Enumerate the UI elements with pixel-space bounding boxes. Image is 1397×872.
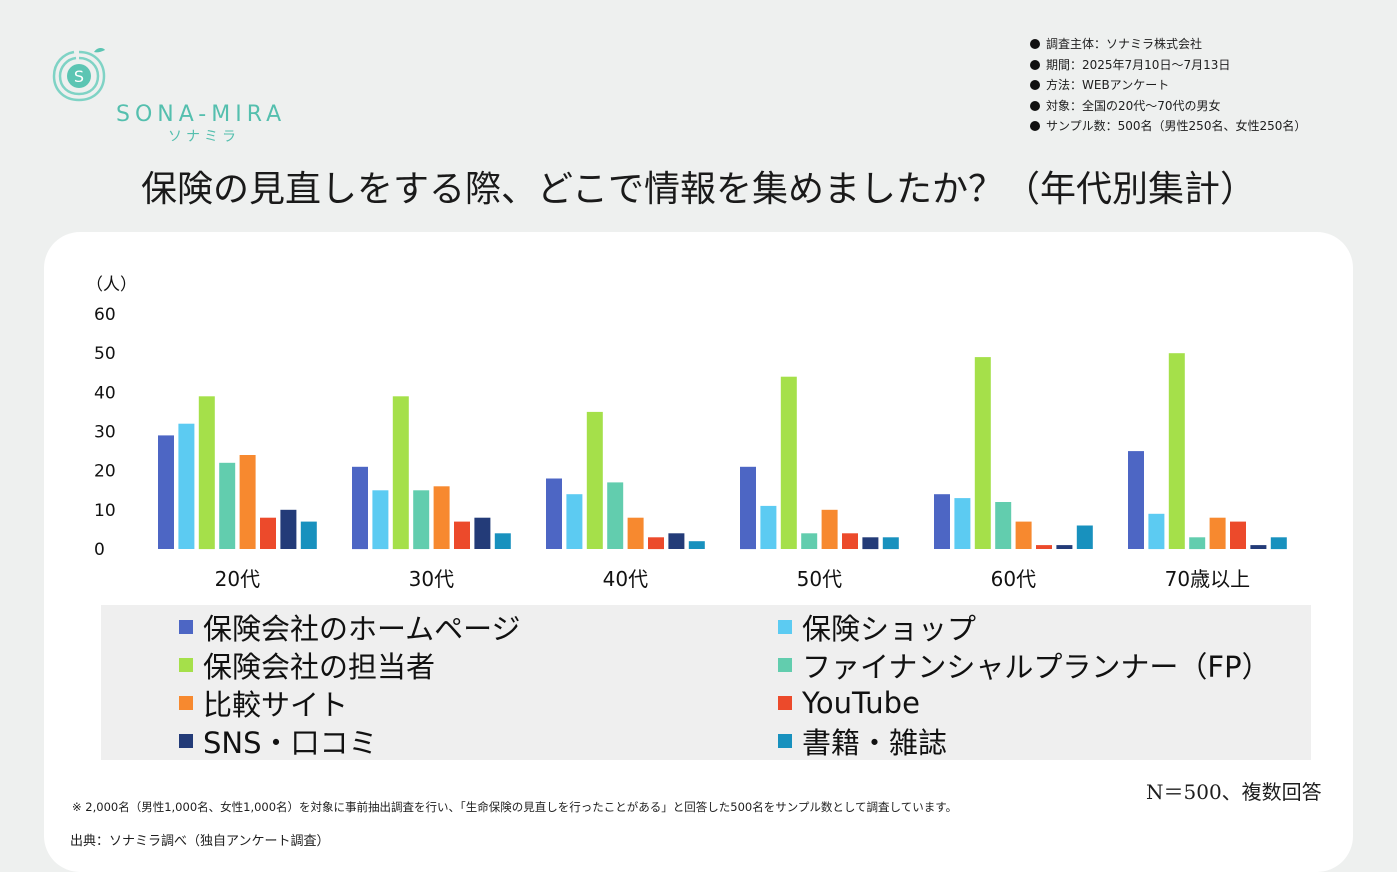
legend-label: SNS・口コミ bbox=[203, 726, 378, 760]
legend-item: 保険会社のホームページ bbox=[179, 609, 521, 646]
survey-info-list: 調査主体：ソナミラ株式会社 期間：2025年7月10日～7月13日 方法：WEB… bbox=[1030, 34, 1306, 137]
legend-item: 保険会社の担当者 bbox=[179, 647, 436, 684]
legend-item: 比較サイト bbox=[179, 685, 349, 722]
legend-item: 書籍・雑誌 bbox=[778, 723, 948, 760]
brand-logo: S SONA-MIRA ソナミラ bbox=[50, 46, 310, 145]
survey-info-item: 期間：2025年7月10日～7月13日 bbox=[1030, 55, 1306, 76]
survey-info-text: サンプル数：500名（男性250名、女性250名） bbox=[1046, 119, 1307, 133]
bullet-icon bbox=[1030, 121, 1040, 131]
legend-label: 保険会社の担当者 bbox=[203, 650, 436, 684]
bullet-icon bbox=[1030, 100, 1040, 111]
bullet-icon bbox=[1030, 80, 1040, 90]
legend-swatch bbox=[179, 658, 193, 672]
brand-logo-mark: S bbox=[52, 47, 106, 102]
legend-label: ファイナンシャルプランナー（FP） bbox=[802, 650, 1271, 684]
survey-info-text: 期間：2025年7月10日～7月13日 bbox=[1046, 57, 1231, 72]
sample-note: N＝500、複数回答 bbox=[1146, 780, 1322, 804]
legend-swatch bbox=[179, 696, 193, 710]
survey-info-item: サンプル数：500名（男性250名、女性250名） bbox=[1030, 116, 1306, 137]
survey-info-text: 方法：WEBアンケート bbox=[1046, 78, 1170, 92]
legend-label: 書籍・雑誌 bbox=[802, 726, 948, 760]
survey-info-item: 対象：全国の20代～70代の男女 bbox=[1030, 96, 1306, 117]
legend-swatch bbox=[778, 734, 792, 748]
bullet-icon bbox=[1030, 59, 1040, 70]
brand-name-jp: ソナミラ bbox=[168, 129, 240, 145]
legend-swatch bbox=[778, 620, 792, 634]
legend-item: YouTube bbox=[778, 685, 920, 721]
legend-label: YouTube bbox=[802, 686, 920, 720]
legend-label: 保険会社のホームページ bbox=[203, 612, 521, 646]
legend-item: ファイナンシャルプランナー（FP） bbox=[778, 647, 1271, 684]
legend-item: 保険ショップ bbox=[778, 609, 977, 646]
legend-swatch bbox=[179, 734, 193, 748]
logo-letter: S bbox=[74, 67, 84, 86]
legend-item: SNS・口コミ bbox=[179, 723, 378, 760]
chart-title: 保険の見直しをする際、どこで情報を集めましたか？（年代別集計） bbox=[141, 169, 1256, 210]
legend-swatch bbox=[179, 620, 193, 634]
legend-label: 保険ショップ bbox=[802, 612, 977, 646]
brand-name-en: SONA-MIRA bbox=[116, 102, 287, 127]
footnote: ※ 2,000名（男性1,000名、女性1,000名）を対象に事前抽出調査を行い… bbox=[72, 800, 958, 814]
source-credit: 出典：ソナミラ調べ（独自アンケート調査） bbox=[70, 834, 330, 849]
legend-swatch bbox=[778, 696, 792, 710]
chart-legend: 保険会社のホームページ 保険ショップ保険会社の担当者 ファイナンシャルプランナー（F… bbox=[101, 605, 1311, 760]
survey-info-item: 方法：WEBアンケート bbox=[1030, 75, 1306, 96]
chart-panel bbox=[44, 232, 1353, 872]
legend-label: 比較サイト bbox=[203, 688, 349, 722]
survey-info-text: 対象：全国の20代～70代の男女 bbox=[1046, 98, 1221, 113]
survey-info-text: 調査主体：ソナミラ株式会社 bbox=[1046, 37, 1203, 51]
legend-swatch bbox=[778, 658, 792, 672]
bullet-icon bbox=[1030, 39, 1040, 49]
survey-info-item: 調査主体：ソナミラ株式会社 bbox=[1030, 34, 1306, 55]
